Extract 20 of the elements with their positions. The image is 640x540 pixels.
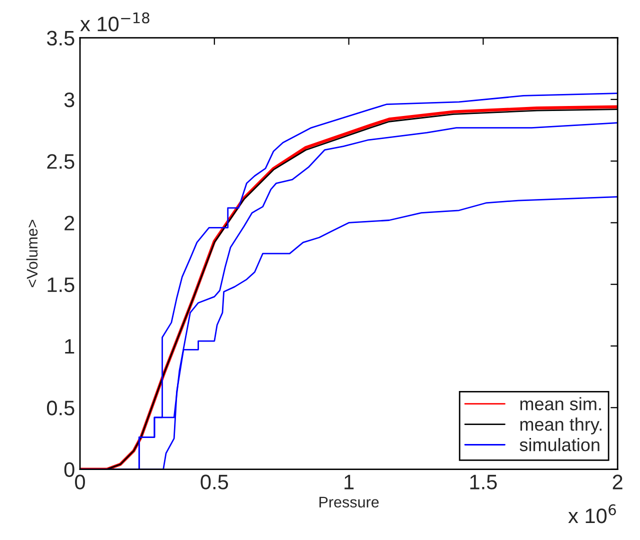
y-tick-label: 1.5 [48, 278, 74, 292]
x-tick-label: 0 [75, 474, 85, 490]
y-tick-label: 3.5 [46, 30, 74, 46]
y-tick-label: 0.5 [46, 400, 74, 416]
legend-label: simulation [520, 438, 600, 452]
legend-label: mean sim. [520, 397, 601, 410]
x-tick-label: 1.5 [470, 474, 497, 490]
text: x 10$^{6}$ [568, 504, 616, 524]
x-tick-label: 1 [344, 474, 354, 490]
y-tick-label: 2 [64, 216, 74, 230]
y-tick-label: 1 [65, 339, 74, 354]
y-tick-label: 2.5 [47, 154, 74, 169]
y-tick-label: 0 [64, 462, 74, 478]
x-tick-label: 0.5 [200, 474, 228, 490]
legend-label: mean thry. [520, 418, 602, 434]
y-axis-title: <Volume> [26, 220, 38, 288]
x-tick-label: 2 [612, 474, 622, 490]
y-tick-label: 3 [64, 92, 74, 108]
text: x 10$^{−18}$ [80, 12, 150, 32]
x-axis-title: Pressure [319, 496, 379, 508]
